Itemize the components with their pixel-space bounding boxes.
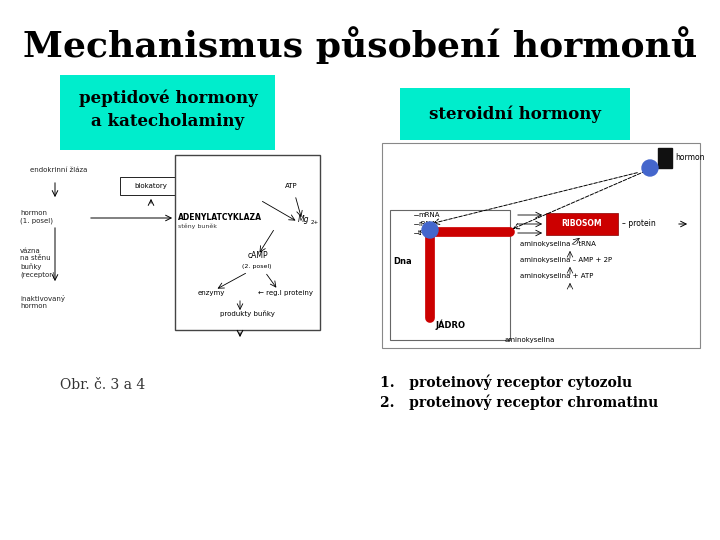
Text: hormon
(1. posel): hormon (1. posel): [20, 210, 53, 224]
Text: inaktivovaný
hormon: inaktivovaný hormon: [20, 295, 65, 309]
Bar: [400, 88, 630, 140]
Text: aminokyselina – AMP + 2P: aminokyselina – AMP + 2P: [520, 257, 612, 263]
Text: mRNA: mRNA: [418, 212, 439, 218]
Text: ADENYLATCYKLAZA: ADENYLATCYKLAZA: [178, 213, 262, 222]
Text: Mg: Mg: [298, 215, 310, 224]
Text: 2+: 2+: [311, 220, 319, 225]
Text: – protein: – protein: [622, 219, 656, 228]
Text: stěny buněk: stěny buněk: [178, 224, 217, 229]
Bar: [390, 210, 510, 340]
Text: 2.   proteinový receptor chromatinu: 2. proteinový receptor chromatinu: [380, 394, 658, 410]
Bar: [60, 75, 275, 150]
Bar: [546, 213, 618, 235]
Text: endokrinní žláza: endokrinní žláza: [30, 167, 87, 173]
Text: rRNA: rRNA: [418, 221, 436, 227]
Text: aminokyselina: aminokyselina: [505, 337, 555, 343]
Text: ← reg.l proteiny: ← reg.l proteiny: [258, 290, 313, 296]
Text: JÁDRO: JÁDRO: [435, 320, 465, 330]
Circle shape: [422, 222, 438, 238]
Text: blokatory: blokatory: [135, 183, 168, 189]
Text: steroidní hormony: steroidní hormony: [429, 105, 601, 123]
Text: vázna
na stěnu
buňky
(receptor): vázna na stěnu buňky (receptor): [20, 248, 55, 278]
Text: Obr. č. 3 a 4: Obr. č. 3 a 4: [60, 378, 145, 392]
Bar: [658, 148, 672, 168]
Bar: [120, 177, 182, 195]
Text: RIBOSOM: RIBOSOM: [562, 219, 603, 228]
Text: tRNA: tRNA: [418, 230, 436, 236]
Text: produkty buňky: produkty buňky: [220, 310, 275, 317]
Circle shape: [642, 160, 658, 176]
Text: cAMP: cAMP: [248, 251, 269, 260]
Text: (2. posel): (2. posel): [242, 264, 271, 269]
Text: peptidové hormony
a katecholaminy: peptidové hormony a katecholaminy: [78, 90, 257, 131]
Bar: [382, 143, 700, 348]
Text: ATP: ATP: [285, 183, 297, 189]
Text: Dna: Dna: [393, 258, 412, 267]
Text: aminokyselina + ATP: aminokyselina + ATP: [520, 273, 593, 279]
Text: 1.   proteinový receptor cytozolu: 1. proteinový receptor cytozolu: [380, 374, 632, 390]
Text: enzymy: enzymy: [198, 290, 225, 296]
Text: hormon: hormon: [675, 153, 704, 163]
Text: aminokyselina – tRNA: aminokyselina – tRNA: [520, 241, 596, 247]
Bar: [175, 155, 320, 330]
Text: Mechanismus působení hormonů: Mechanismus působení hormonů: [23, 26, 697, 64]
